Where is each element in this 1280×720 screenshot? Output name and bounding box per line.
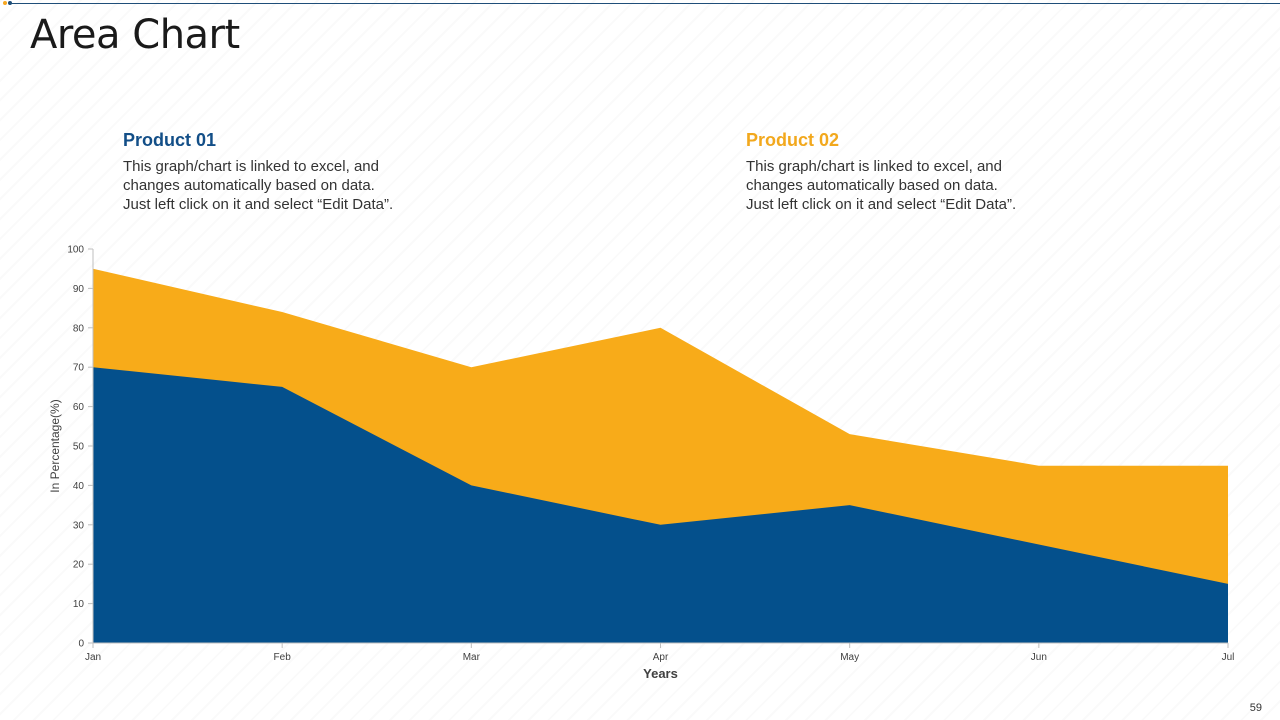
x-tick-label: Jan — [85, 652, 101, 663]
y-tick-label: 100 — [67, 245, 84, 256]
y-tick-label: 30 — [73, 520, 85, 531]
top-rule — [10, 3, 1280, 4]
y-tick-label: 20 — [73, 560, 85, 571]
y-tick-label: 70 — [73, 363, 85, 374]
legend-title-product-01: Product 01 — [123, 130, 217, 150]
y-tick-label: 50 — [73, 442, 85, 453]
x-tick-label: Jun — [1031, 652, 1047, 663]
page-number: 59 — [1249, 702, 1262, 714]
x-tick-label: May — [840, 652, 859, 663]
y-axis-title: In Percentage(%) — [48, 399, 62, 492]
x-tick-label: Feb — [274, 652, 292, 663]
legend-product-02: Product 02 This graph/chart is linked to… — [746, 130, 1066, 214]
legend-description-product-02: This graph/chart is linked to excel, and… — [746, 157, 1066, 214]
legend-product-01: Product 01 This graph/chart is linked to… — [123, 130, 443, 214]
area-series-product-01 — [93, 367, 1228, 643]
x-axis-title: Years — [643, 666, 678, 681]
slide-title: Area Chart — [30, 12, 240, 58]
legend-description-product-01: This graph/chart is linked to excel, and… — [123, 157, 443, 214]
accent-dot-orange — [3, 1, 7, 5]
legend-title-product-02: Product 02 — [746, 130, 840, 150]
y-tick-label: 90 — [73, 284, 85, 295]
y-tick-label: 10 — [73, 599, 85, 610]
y-tick-label: 0 — [78, 639, 84, 650]
y-tick-label: 80 — [73, 323, 85, 334]
legend-desc-line: changes automatically based on data. — [123, 177, 375, 194]
y-tick-label: 40 — [73, 481, 85, 492]
x-tick-label: Jul — [1222, 652, 1235, 663]
legend-desc-line: This graph/chart is linked to excel, and — [123, 158, 379, 175]
x-tick-label: Apr — [653, 652, 669, 663]
legend-desc-line: Just left click on it and select “Edit D… — [746, 196, 1017, 213]
legend-desc-line: Just left click on it and select “Edit D… — [123, 196, 394, 213]
y-tick-label: 60 — [73, 402, 85, 413]
x-tick-label: Mar — [463, 652, 481, 663]
legend-desc-line: changes automatically based on data. — [746, 177, 998, 194]
legend-desc-line: This graph/chart is linked to excel, and — [746, 158, 1002, 175]
